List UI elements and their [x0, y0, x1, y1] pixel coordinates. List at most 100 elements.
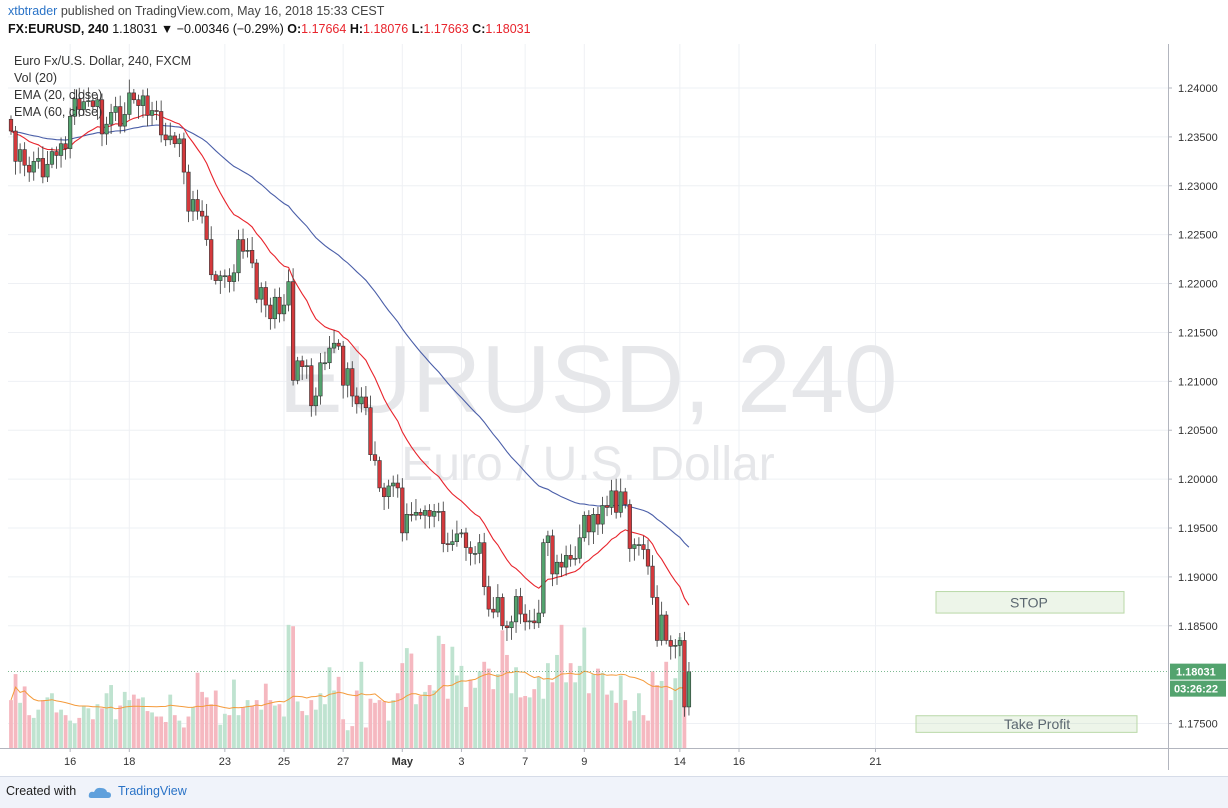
candle	[118, 95, 123, 134]
candle-body	[109, 112, 114, 125]
candle-body	[500, 597, 505, 627]
countdown-tag	[1170, 680, 1226, 697]
candle	[327, 335, 332, 370]
candle-body	[463, 532, 469, 548]
candle	[509, 615, 514, 640]
volume-bar	[368, 698, 373, 748]
candle	[222, 269, 227, 288]
stop-label: STOP	[1010, 594, 1048, 610]
candle-body	[586, 514, 591, 533]
volume-bar	[673, 678, 678, 748]
candle-body	[468, 547, 473, 554]
volume-bar	[286, 624, 291, 748]
price-tick-label: 1.22000	[1178, 279, 1218, 291]
volume-bar	[200, 691, 204, 748]
plot-background	[8, 44, 1168, 748]
candle-body	[459, 532, 464, 535]
candle-body	[231, 272, 237, 282]
candle	[90, 96, 95, 111]
price-tick-label: 1.18500	[1178, 621, 1218, 633]
candle	[240, 228, 246, 259]
price-tick-label: 1.24000	[1178, 83, 1218, 95]
candle-body	[359, 396, 364, 405]
volume-bar	[541, 698, 546, 748]
candle-body	[614, 490, 619, 513]
candle-body	[336, 342, 341, 347]
watermark-description: Euro / U.S. Dollar	[401, 438, 774, 491]
volume-bar	[432, 690, 437, 748]
volume-bar	[609, 690, 614, 748]
candle	[372, 441, 378, 466]
candle-body	[49, 151, 55, 165]
volume-bar	[63, 715, 68, 748]
volume-bar	[177, 720, 182, 748]
author-link[interactable]: xtbtrader	[8, 4, 58, 18]
volume-bars	[9, 624, 687, 748]
candle-body	[577, 537, 582, 559]
candle	[554, 554, 560, 585]
legend-entry: Euro Fx/U.S. Dollar, 240, FXCM	[14, 54, 191, 68]
candle	[272, 288, 278, 329]
time-tick-label: 3	[458, 756, 464, 768]
price-tick-label: 1.21000	[1178, 376, 1218, 388]
candle-body	[277, 296, 282, 315]
candle	[600, 496, 605, 534]
candle	[627, 499, 632, 562]
candle	[245, 238, 250, 258]
candle-body	[682, 640, 687, 708]
candle	[136, 94, 141, 119]
volume-bar	[72, 723, 77, 748]
tradingview-link[interactable]: TradingView	[118, 784, 187, 798]
candle	[104, 116, 109, 145]
volume-bar	[359, 661, 364, 748]
candle	[127, 79, 132, 120]
publish-line: xtbtrader published on TradingView.com, …	[8, 4, 384, 18]
candle-body	[81, 101, 86, 110]
candle-body	[95, 99, 100, 107]
candle-body	[623, 491, 628, 505]
volume-bar	[468, 679, 473, 748]
candle	[359, 387, 364, 413]
candle	[195, 189, 200, 220]
candle	[559, 553, 564, 577]
volume-bar	[414, 704, 418, 748]
volume-bar	[455, 675, 459, 748]
candle-body	[304, 365, 309, 367]
candle	[673, 639, 678, 659]
volume-bar	[459, 665, 464, 748]
candle	[586, 510, 591, 546]
candle	[368, 395, 373, 461]
candle	[545, 530, 550, 556]
candle	[482, 532, 487, 596]
candle	[263, 281, 268, 318]
volume-bar	[150, 712, 154, 748]
candle	[495, 584, 500, 618]
candle	[654, 585, 660, 647]
time-tick-label: 7	[522, 756, 528, 768]
volume-bar	[273, 705, 277, 748]
candle	[459, 528, 464, 538]
candle-body	[8, 118, 14, 132]
volume-bar	[172, 715, 177, 748]
candle	[145, 88, 150, 127]
volume-bar	[113, 719, 118, 748]
countdown-tag-label: 03:26:22	[1174, 684, 1218, 696]
candle-body	[154, 110, 159, 112]
time-tick-label: 16	[733, 756, 745, 768]
candle	[477, 534, 482, 564]
volume-bar	[109, 685, 113, 748]
candle-body	[122, 114, 127, 127]
volume-bar	[573, 682, 578, 748]
legend-entry: Vol (20)	[14, 71, 57, 85]
candle	[614, 478, 619, 519]
volume-bar	[159, 716, 164, 748]
candle-body	[482, 542, 487, 587]
candle-body	[31, 161, 36, 173]
candle	[595, 506, 601, 536]
candle-body	[450, 541, 455, 545]
candle	[573, 546, 578, 566]
volume-bar	[300, 711, 305, 748]
candle	[341, 341, 346, 399]
volume-bar	[427, 685, 432, 748]
